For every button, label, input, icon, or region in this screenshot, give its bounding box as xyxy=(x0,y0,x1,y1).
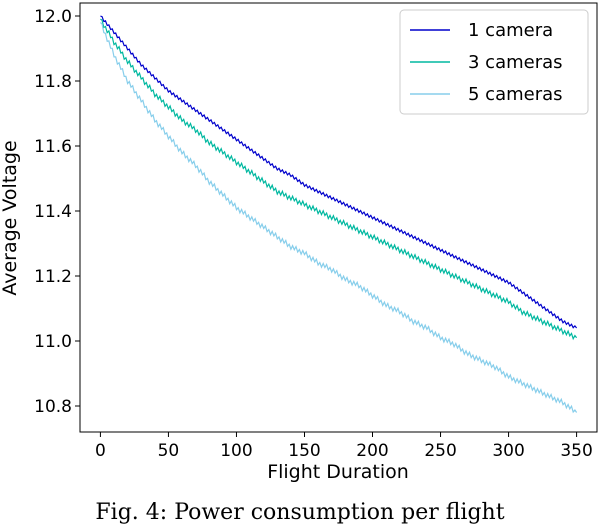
x-axis: 0 50 100 150 200 250 300 350 xyxy=(95,432,593,461)
plot-area xyxy=(79,2,598,433)
x-tick-label: 50 xyxy=(158,441,180,461)
y-tick-label: 10.8 xyxy=(34,397,72,417)
figure-caption: Fig. 4: Power consumption per flight xyxy=(95,500,505,525)
series-line-2 xyxy=(100,18,578,341)
x-tick-label: 300 xyxy=(492,441,524,461)
x-tick-label: 0 xyxy=(95,441,106,461)
x-tick-label: 100 xyxy=(220,441,252,461)
y-tick-label: 11.4 xyxy=(34,202,72,222)
line-chart: 0 50 100 150 200 250 300 350 10.8 11.0 11.2 11.4 11… xyxy=(0,2,598,483)
legend-label: 5 cameras xyxy=(468,84,563,105)
legend-label: 1 camera xyxy=(468,20,553,41)
y-tick-label: 11.8 xyxy=(34,72,72,92)
series-line-1 xyxy=(100,15,578,329)
y-axis: 10.8 11.0 11.2 11.4 11.6 11.8 12.0 xyxy=(34,7,80,417)
y-tick-label: 11.2 xyxy=(34,267,72,287)
legend-box xyxy=(399,9,589,115)
x-axis-label: Flight Duration xyxy=(267,461,409,483)
x-tick-label: 350 xyxy=(560,441,592,461)
series-line-3 xyxy=(100,22,578,414)
x-tick-label: 200 xyxy=(356,441,388,461)
y-tick-label: 12.0 xyxy=(34,7,72,27)
legend-label: 3 cameras xyxy=(468,52,563,73)
x-tick-label: 150 xyxy=(288,441,320,461)
series-group xyxy=(100,15,578,414)
y-axis-label: Average Voltage xyxy=(0,140,21,295)
y-tick-label: 11.6 xyxy=(34,137,72,157)
plot-frame xyxy=(79,2,598,433)
legend: 1 camera 3 cameras 5 cameras xyxy=(399,9,589,115)
x-tick-label: 250 xyxy=(424,441,456,461)
y-tick-label: 11.0 xyxy=(34,332,72,352)
